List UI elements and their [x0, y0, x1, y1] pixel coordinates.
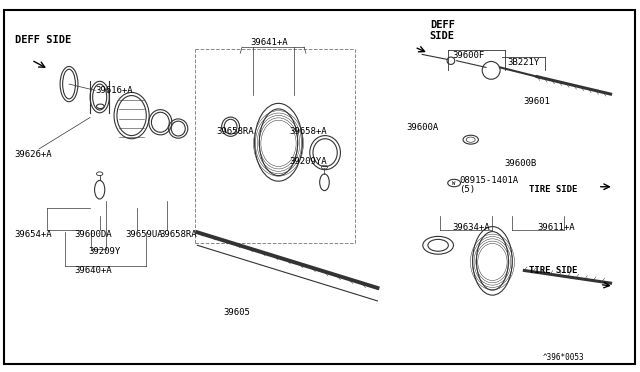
Text: 39600B: 39600B: [504, 158, 536, 167]
Text: 3B221Y: 3B221Y: [507, 58, 540, 67]
Text: 39616+A: 39616+A: [95, 86, 133, 95]
Text: 39659UA: 39659UA: [125, 230, 163, 240]
Text: TIRE SIDE: TIRE SIDE: [529, 266, 578, 275]
Text: 39640+A: 39640+A: [74, 266, 112, 275]
Text: 39654+A: 39654+A: [15, 230, 52, 240]
Text: W: W: [452, 180, 456, 186]
Text: 39600F: 39600F: [453, 51, 485, 60]
Text: 08915-1401A: 08915-1401A: [460, 176, 518, 185]
Text: DEFF SIDE: DEFF SIDE: [15, 35, 71, 45]
Text: 39209YA: 39209YA: [289, 157, 327, 166]
Text: 39626+A: 39626+A: [15, 150, 52, 159]
Text: 39658+A: 39658+A: [289, 126, 327, 136]
Text: 39600A: 39600A: [406, 123, 438, 132]
Text: TIRE SIDE: TIRE SIDE: [529, 185, 578, 194]
Text: 39209Y: 39209Y: [89, 247, 121, 256]
Text: 39600DA: 39600DA: [74, 230, 112, 240]
Text: (5): (5): [460, 185, 476, 194]
Text: DEFF: DEFF: [430, 20, 455, 30]
Text: 39658RA: 39658RA: [216, 126, 254, 136]
Text: 39611+A: 39611+A: [537, 223, 575, 232]
Text: 39641+A: 39641+A: [250, 38, 288, 47]
Text: 39658RA: 39658RA: [159, 230, 196, 240]
Text: 39634+A: 39634+A: [453, 223, 490, 232]
Text: ^396*0053: ^396*0053: [542, 353, 584, 362]
Text: 39605: 39605: [223, 308, 250, 317]
Text: SIDE: SIDE: [430, 31, 455, 41]
Text: 39601: 39601: [523, 97, 550, 106]
